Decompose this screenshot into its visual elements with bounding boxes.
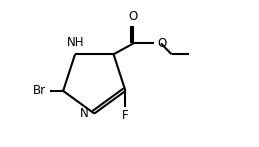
- Text: O: O: [129, 10, 138, 24]
- Text: N: N: [80, 107, 89, 120]
- Text: NH: NH: [67, 36, 84, 49]
- Text: O: O: [158, 37, 167, 50]
- Text: F: F: [122, 109, 129, 122]
- Text: Br: Br: [33, 84, 46, 97]
